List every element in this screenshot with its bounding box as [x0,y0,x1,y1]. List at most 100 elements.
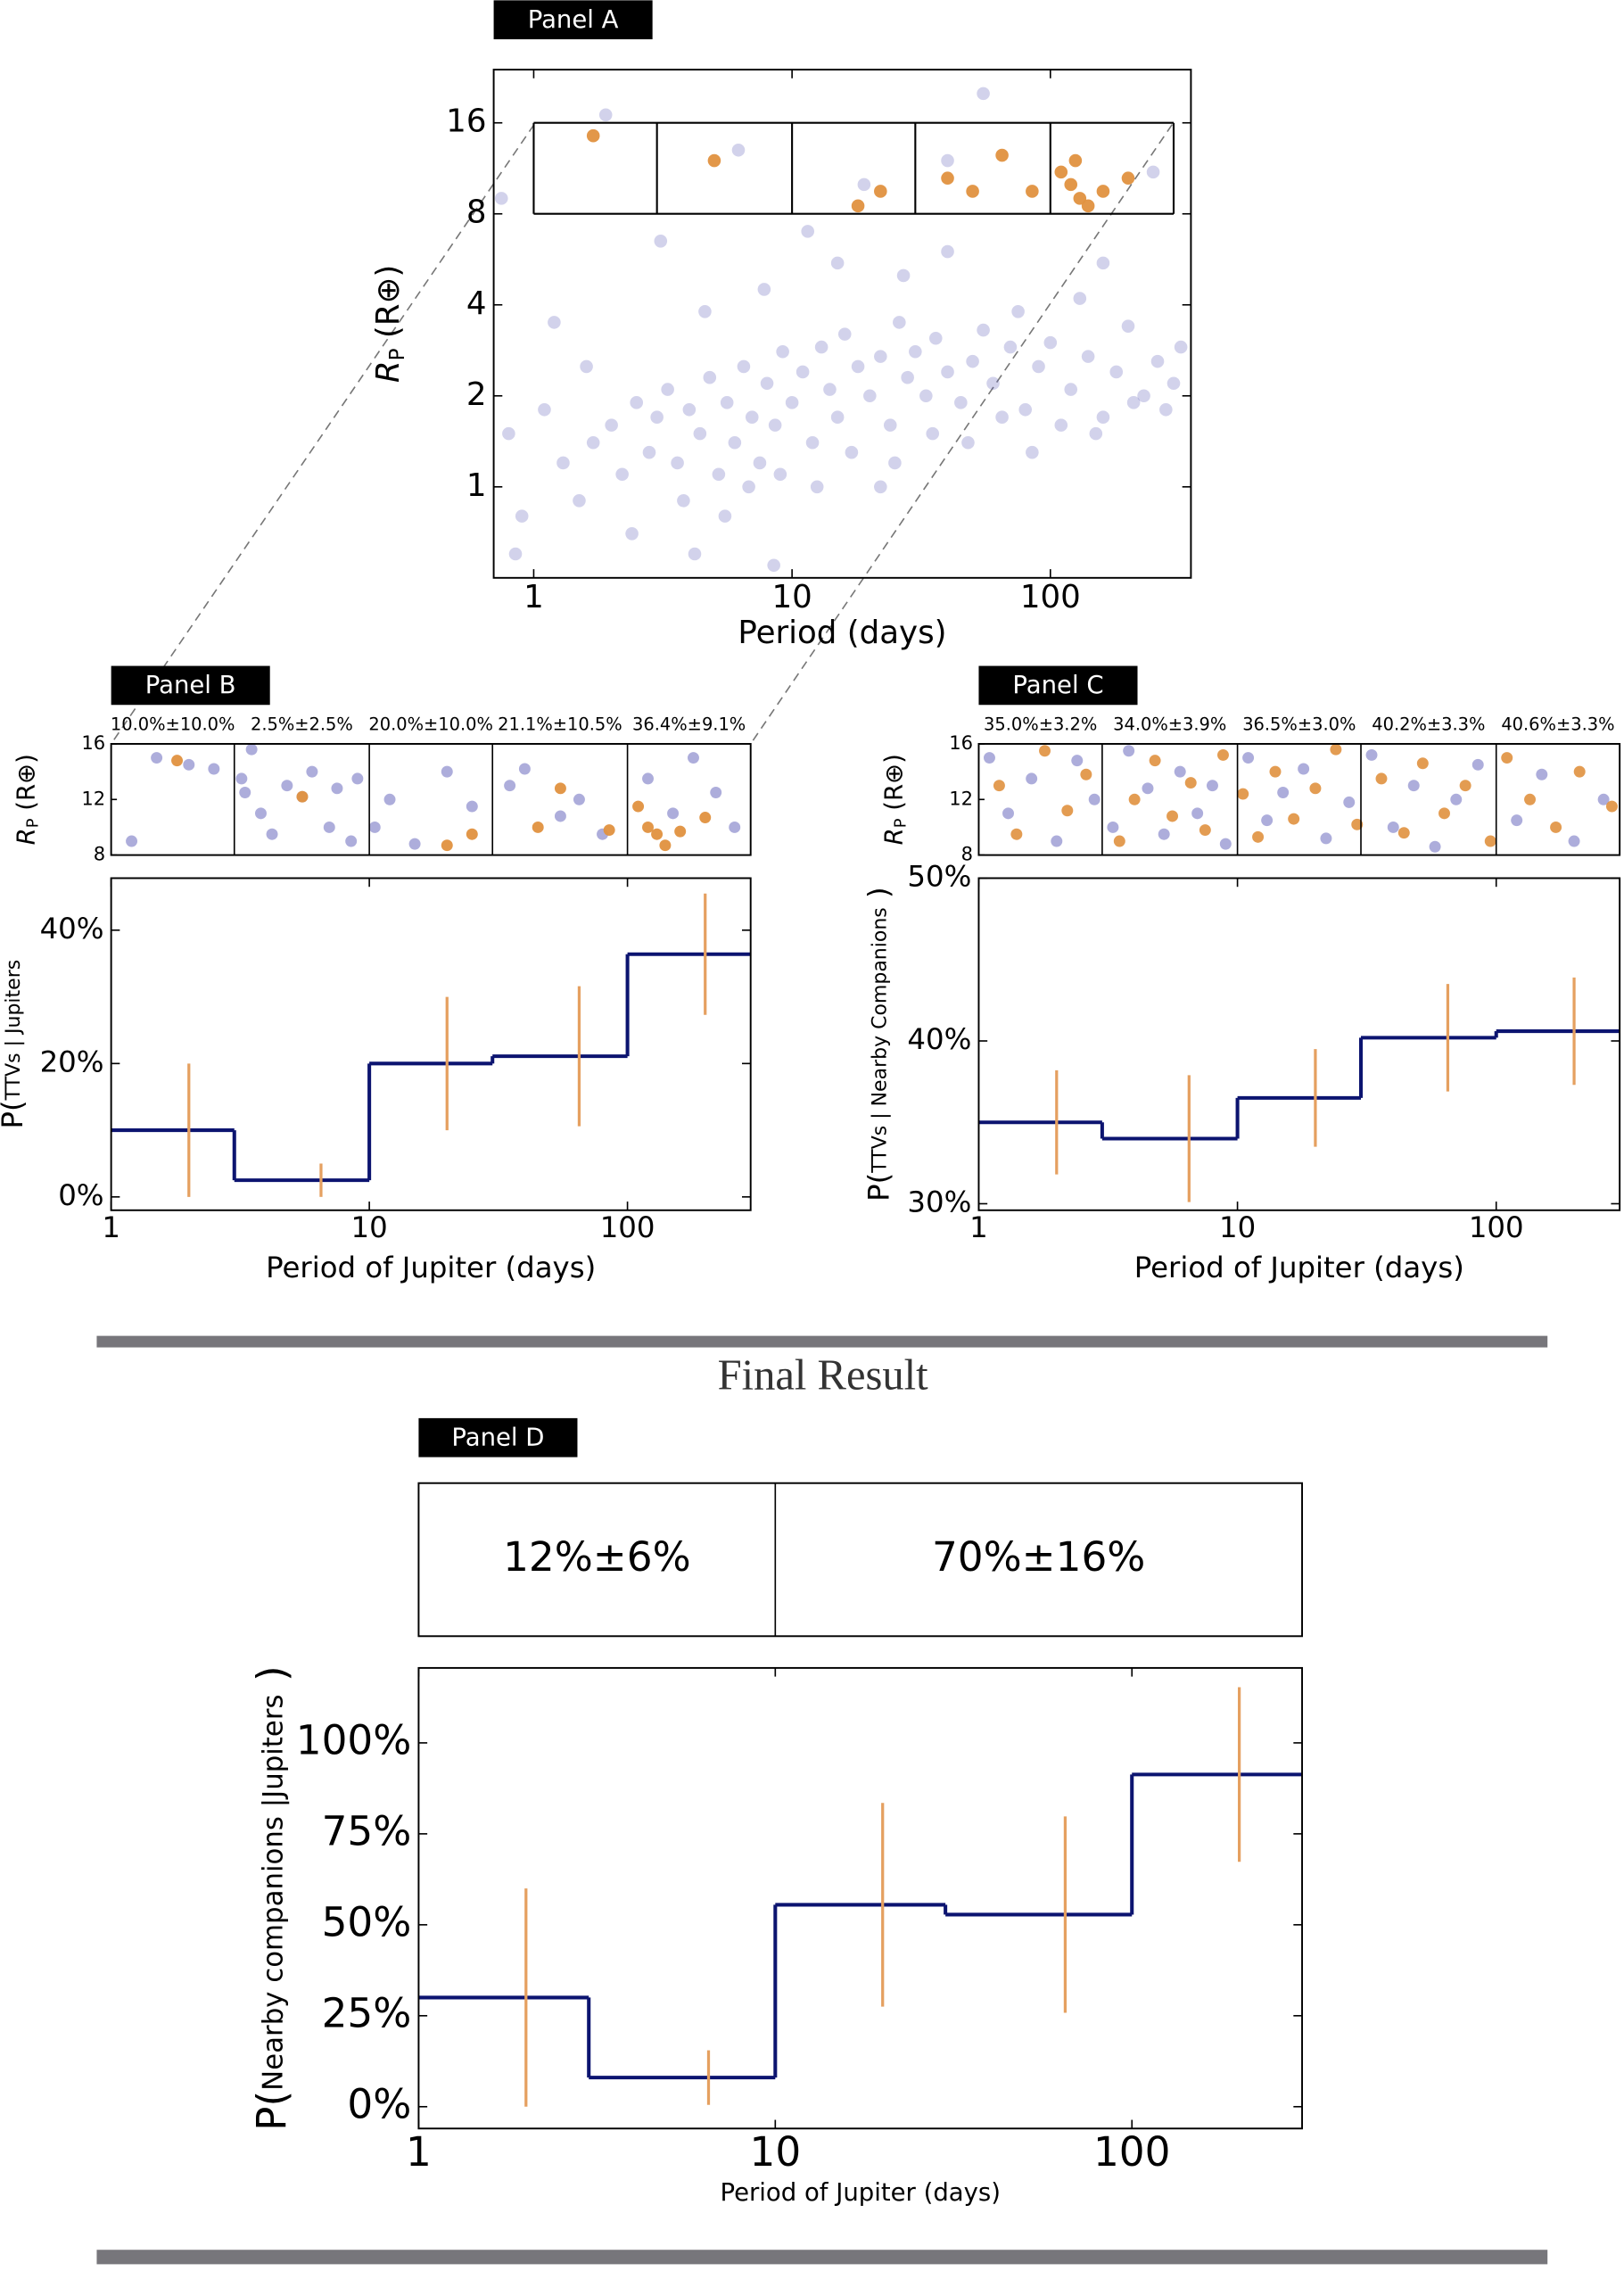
data-point [707,153,721,168]
data-point [830,410,845,424]
data-point [851,359,865,374]
y-label-main: P( [0,1100,29,1128]
data-point [1365,748,1378,761]
data-point [1511,814,1523,827]
data-point [1010,828,1023,840]
zoom-line [750,124,1174,745]
data-point [857,178,871,192]
data-point [441,765,453,778]
data-point [1146,165,1160,179]
data-point [518,763,531,775]
data-point [642,772,654,785]
data-point [1149,755,1161,767]
data-point [837,327,852,341]
data-point [1032,359,1045,374]
data-point [508,547,523,561]
data-point [688,752,699,764]
y-label-symbol: R [880,828,909,845]
data-point [767,558,780,573]
data-point [603,824,615,837]
data-point [1450,793,1463,805]
plot-frame [492,69,1192,579]
data-point [928,331,943,345]
y-label-subscript: P [891,818,910,828]
x-tick-label: 100 [600,1210,655,1244]
data-point [966,354,979,368]
data-point [239,787,251,798]
data-point [1150,354,1165,368]
data-point [796,365,810,379]
y-tick-label: 50% [322,1898,412,1945]
data-point [851,199,865,213]
data-point [266,828,278,840]
bin-label: 40.6%±3.3% [1501,714,1614,734]
y-axis-label: P(TTVs | Nearby Companions ) [861,887,895,1202]
data-point [630,396,644,409]
y-tick-label: 16 [446,103,486,140]
panel-label: Panel B [145,671,236,699]
data-point [245,743,258,756]
data-point [642,445,656,459]
data-point [1081,199,1095,213]
data-point [986,376,1000,391]
y-label-unit: (R⊕) [880,754,909,818]
data-point [183,758,195,771]
y-tick-label: 16 [81,731,105,754]
data-point [703,370,717,384]
x-tick-label: 10 [771,579,812,615]
y-tick-label: 30% [907,1185,971,1218]
data-point [661,383,674,396]
y-tick-label: 8 [466,194,487,231]
data-point [573,494,586,508]
data-point [874,185,887,198]
data-point [1137,389,1150,403]
data-point [1206,780,1218,792]
y-tick-label: 20% [40,1045,104,1078]
bin-label: 21.1%±10.5% [498,714,622,734]
data-point [586,128,600,143]
data-point [801,225,814,238]
data-point [554,782,566,795]
y-tick-label: 40% [40,912,104,946]
data-point [466,828,478,840]
data-point [1123,745,1135,757]
data-point [1536,768,1548,780]
divider-bar [96,2250,1548,2265]
data-point [745,410,759,424]
data-point [1068,153,1083,168]
data-point [1080,768,1092,780]
data-point [296,790,309,803]
data-point [1064,383,1078,396]
y-label-symbol: R [12,828,41,845]
data-point [693,426,707,441]
data-point [1166,376,1181,391]
data-point [1107,821,1119,833]
bin-label: 36.4%±9.1% [632,714,746,734]
data-point [1121,171,1135,185]
data-point [1416,757,1429,770]
data-point [1026,185,1039,198]
data-point [642,821,654,833]
y-axis-label: RP (R⊕) [12,754,43,845]
data-point [919,389,933,403]
data-point [554,810,566,822]
data-point [625,527,639,541]
data-point [1184,777,1197,789]
data-point [966,185,979,198]
data-point [1524,793,1537,805]
y-label-end: ) [861,887,895,907]
data-point [742,480,755,494]
plot-frame [110,877,752,1211]
data-point [1051,835,1063,847]
y-label-unit: (R⊕) [370,265,407,349]
data-point [954,396,968,409]
y-tick-label: 12 [81,787,105,809]
panel-label-box [111,665,270,706]
data-point [1039,745,1051,757]
data-point [1018,402,1033,417]
data-point [1217,748,1229,761]
y-tick-label: 0% [58,1178,103,1212]
data-point [977,87,990,101]
bin-label: 40.2%±3.3% [1372,714,1485,734]
